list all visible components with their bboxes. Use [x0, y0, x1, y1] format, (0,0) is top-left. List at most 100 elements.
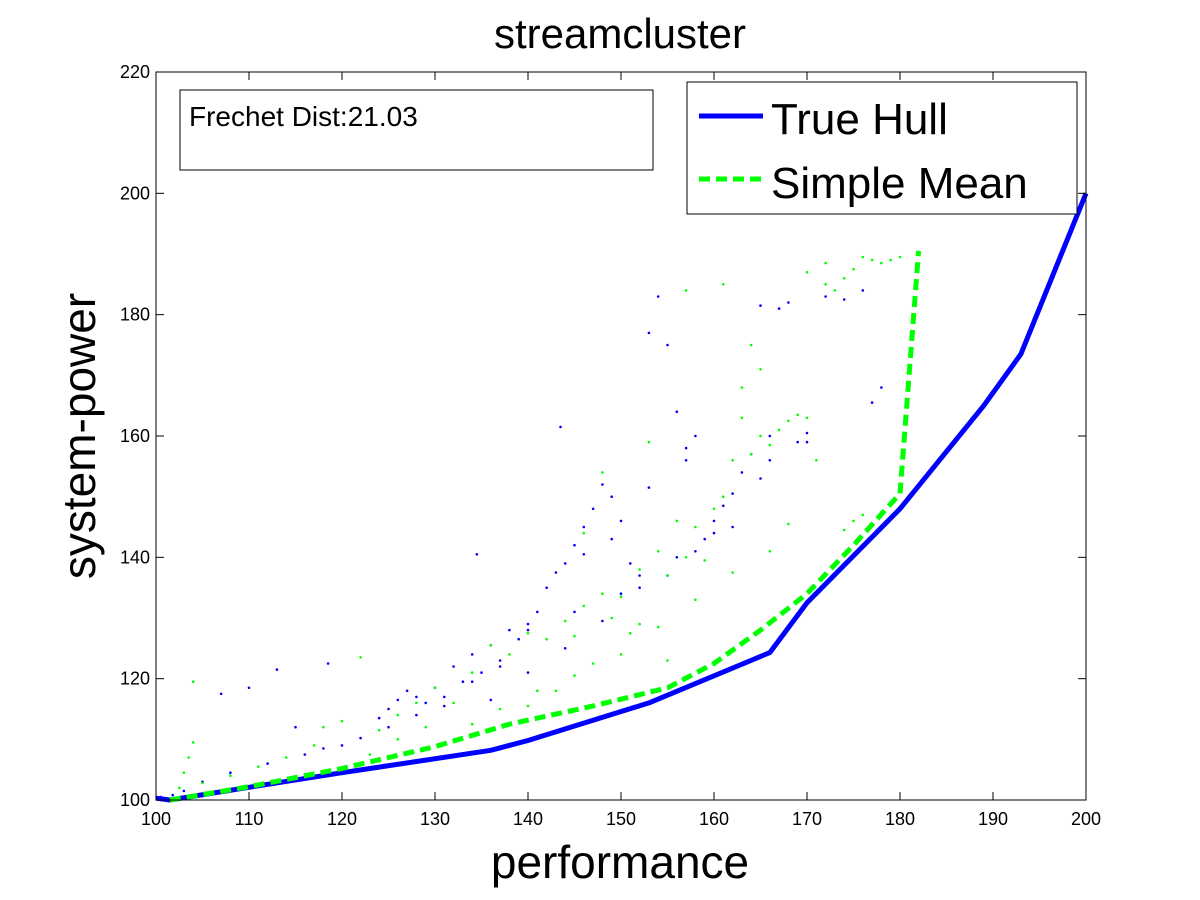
scatter-point [629, 631, 632, 635]
scatter-point [326, 662, 330, 665]
scatter-point [573, 634, 576, 638]
scatter-point [201, 781, 204, 785]
scatter-point [396, 738, 400, 741]
chart-title: streamcluster [494, 10, 746, 57]
scatter-point [508, 653, 511, 656]
scatter-point [591, 507, 595, 511]
scatter-point [629, 562, 632, 565]
scatter-point [647, 486, 651, 489]
scatter-point [870, 401, 874, 404]
scatter-point [489, 644, 493, 647]
scatter-point [647, 440, 651, 444]
scatter-point [675, 519, 679, 523]
scatter-point [396, 698, 400, 702]
scatter-point [610, 537, 613, 541]
x-tick-label: 100 [141, 809, 171, 829]
x-axis-label: performance [491, 836, 749, 888]
x-tick-label: 110 [235, 809, 264, 829]
scatter-point [703, 559, 706, 562]
scatter-point [694, 434, 697, 438]
scatter-point [582, 525, 586, 529]
scatter-point [749, 452, 753, 456]
y-tick-label: 100 [120, 790, 150, 810]
scatter-point [517, 637, 520, 641]
scatter-point [489, 698, 493, 702]
scatter-point [601, 483, 604, 486]
scatter-point [619, 595, 623, 599]
scatter-point [638, 568, 641, 571]
scatter-point [452, 701, 455, 705]
scatter-point [768, 550, 772, 553]
scatter-point [470, 722, 474, 726]
scatter-point [219, 692, 223, 696]
scatter-point [178, 786, 181, 790]
scatter-point [619, 592, 623, 595]
scatter-point [787, 301, 790, 304]
scatter-point [359, 736, 362, 740]
scatter-point [768, 459, 772, 462]
scatter-point [675, 556, 679, 559]
scatter-point [536, 610, 539, 614]
scatter-point [368, 753, 372, 756]
scatter-point [759, 434, 762, 438]
scatter-point [647, 331, 651, 335]
scatter-point [880, 261, 883, 265]
scatter-point [684, 446, 688, 450]
scatter-point [666, 574, 669, 577]
scatter-point [824, 261, 827, 265]
scatter-point [842, 528, 846, 532]
scatter-point [852, 519, 855, 523]
scatter-point [554, 689, 558, 693]
scatter-point [526, 671, 530, 674]
scatter-point [312, 744, 316, 747]
scatter-point [712, 531, 716, 535]
scatter-point [638, 574, 641, 577]
x-tick-label: 180 [885, 809, 915, 829]
y-tick-label: 160 [120, 426, 150, 446]
scatter-point [768, 434, 772, 438]
scatter-point [601, 619, 604, 623]
scatter-point [563, 562, 567, 565]
scatter-point [191, 741, 195, 744]
scatter-point [573, 543, 576, 547]
scatter-point [191, 680, 195, 683]
frechet-distance-label: Frechet Dist:21.03 [189, 101, 418, 132]
legend-label-simple-mean: Simple Mean [771, 159, 1028, 208]
scatter-point [880, 386, 883, 389]
scatter-point [842, 277, 846, 280]
scatter-point [805, 431, 809, 435]
scatter-point [424, 701, 428, 705]
scatter-point [731, 492, 734, 495]
scatter-point [229, 771, 232, 774]
scatter-point [861, 255, 865, 259]
scatter-point [666, 343, 669, 347]
scatter-point [638, 622, 641, 626]
scatter-point [498, 707, 502, 711]
scatter-point [452, 665, 455, 668]
scatter-point [619, 653, 623, 656]
scatter-point [712, 519, 716, 523]
scatter-point [415, 701, 418, 705]
scatter-point [796, 440, 799, 444]
scatter-point [740, 386, 744, 389]
scatter-point [759, 368, 762, 371]
annotation-frame [179, 89, 654, 171]
scatter-point [229, 774, 232, 777]
scatter-point [545, 586, 548, 589]
scatter-point [526, 631, 530, 635]
ticks-layer: 100 110 120 130 140 150 160 170 180 190 200 100 120 1… [120, 62, 1101, 829]
legend-frame [686, 81, 1078, 215]
scatter-point [694, 550, 697, 553]
scatter-point [749, 343, 753, 347]
scatter-point [405, 689, 409, 693]
scatter-point [461, 680, 465, 683]
scatter-point [740, 416, 744, 420]
scatter-point [852, 267, 855, 271]
scatter-point [377, 728, 381, 732]
scatter-point [387, 725, 390, 729]
scatter-point [545, 637, 548, 641]
scatter-point [796, 413, 799, 417]
scatter-point [498, 665, 502, 668]
legend-label-true-hull: True Hull [771, 95, 948, 144]
